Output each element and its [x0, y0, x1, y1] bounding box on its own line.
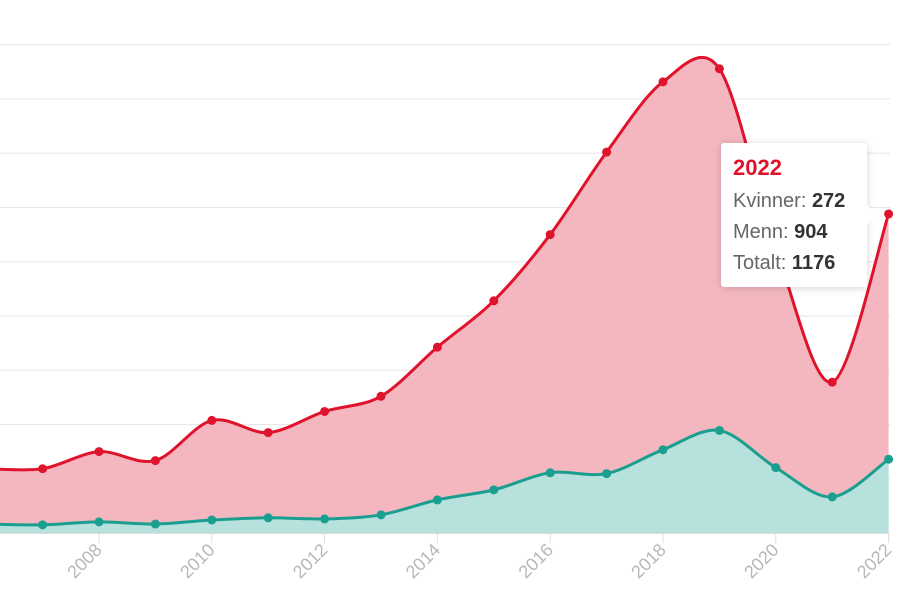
x-tick-label: 2020	[740, 540, 782, 582]
point-kvinner	[771, 463, 781, 473]
point-total	[545, 230, 555, 240]
point-kvinner	[602, 469, 612, 479]
x-tick-label: 2008	[63, 540, 105, 582]
x-tick-label: 2016	[515, 540, 557, 582]
point-total	[376, 391, 386, 401]
point-total	[884, 209, 894, 219]
point-kvinner	[827, 492, 837, 502]
point-total	[320, 406, 330, 416]
point-kvinner	[150, 519, 160, 529]
point-kvinner	[38, 520, 48, 530]
x-tick-label: 2014	[402, 540, 444, 582]
tooltip-year: 2022	[733, 155, 782, 180]
point-total	[207, 415, 217, 425]
area-menn	[0, 57, 889, 533]
x-tick-label: 2010	[176, 540, 218, 582]
point-kvinner	[207, 515, 217, 525]
point-kvinner	[714, 425, 724, 435]
point-kvinner	[884, 454, 894, 464]
tooltip-row-menn: Menn: 904	[733, 221, 828, 243]
tooltip-row-kvinner: Kvinner: 272	[733, 190, 846, 212]
point-kvinner	[658, 445, 668, 455]
point-kvinner	[320, 514, 330, 524]
point-total	[94, 447, 104, 457]
tooltip: 2022 Kvinner: 272 Menn: 904 Totalt: 1176	[721, 143, 877, 287]
point-total	[658, 77, 668, 87]
point-total	[602, 147, 612, 157]
point-total	[432, 342, 442, 352]
tooltip-row-totalt: Totalt: 1176	[733, 252, 836, 274]
point-total	[263, 428, 273, 438]
x-tick-label: 2022	[853, 540, 895, 582]
point-total	[714, 64, 724, 74]
x-tick-label: 2012	[289, 540, 331, 582]
point-kvinner	[489, 485, 499, 495]
point-kvinner	[432, 495, 442, 505]
x-tick-label: 2018	[627, 540, 669, 582]
point-total	[827, 377, 837, 387]
point-total	[489, 296, 499, 306]
point-kvinner	[263, 513, 273, 523]
point-kvinner	[376, 510, 386, 520]
area-kvinner	[0, 430, 889, 533]
point-total	[150, 456, 160, 466]
point-kvinner	[94, 517, 104, 527]
point-total	[38, 464, 48, 474]
point-kvinner	[545, 468, 555, 478]
